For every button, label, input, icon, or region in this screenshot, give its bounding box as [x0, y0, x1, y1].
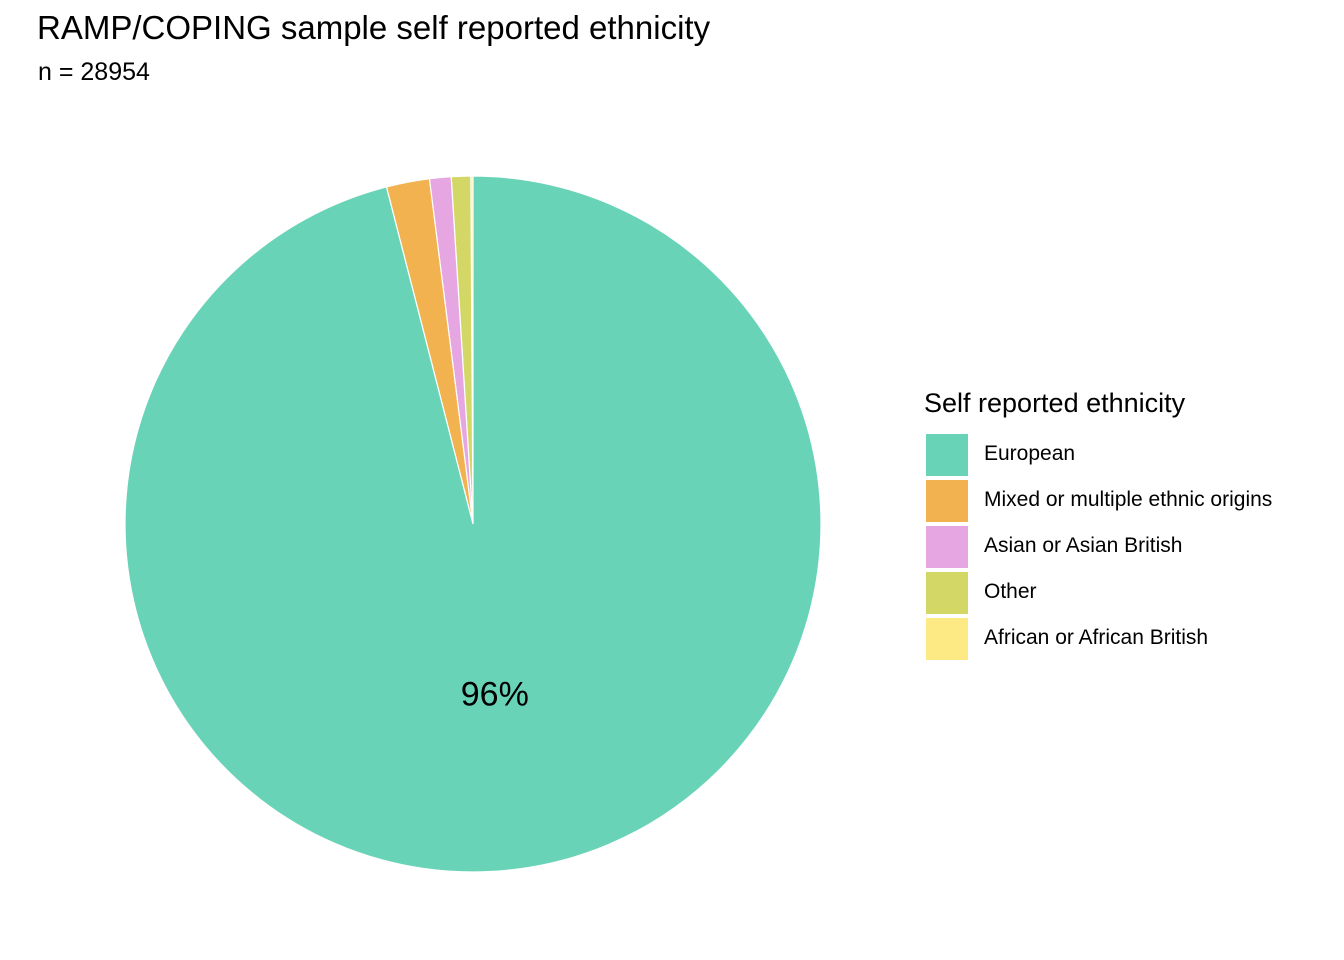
legend-key-other [926, 571, 968, 614]
chart-title: RAMP/COPING sample self reported ethnici… [37, 9, 711, 46]
pie-labels: 96% [461, 676, 529, 714]
legend-item-other: Other [926, 569, 1272, 615]
legend-title: Self reported ethnicity [924, 388, 1186, 418]
legend-key-european [926, 433, 968, 476]
chart-subtitle: n = 28954 [38, 58, 150, 86]
legend-label-asian-or-asian-british: Asian or Asian British [984, 534, 1183, 557]
legend-key-mixed-or-multiple-ethnic-origins [926, 479, 968, 522]
pie-slice-european [124, 175, 822, 873]
legend-item-european: European [926, 431, 1272, 477]
legend-item-mixed-or-multiple-ethnic-origins: Mixed or multiple ethnic origins [926, 477, 1272, 523]
legend-key-african-or-african-british [926, 617, 968, 660]
data-label-european: 96% [461, 676, 529, 714]
legend-label-european: European [984, 442, 1076, 465]
legend-item-african-or-african-british: African or African British [926, 615, 1272, 661]
legend-item-asian-or-asian-british: Asian or Asian British [926, 523, 1272, 569]
legend-label-other: Other [984, 580, 1037, 603]
legend-label-african-or-african-british: African or African British [984, 626, 1209, 649]
legend: European Mixed or multiple ethnic origins… [926, 431, 1272, 661]
pie-slices [124, 175, 822, 873]
legend-key-asian-or-asian-british [926, 525, 968, 568]
legend-label-mixed-or-multiple-ethnic-origins: Mixed or multiple ethnic origins [984, 488, 1273, 511]
